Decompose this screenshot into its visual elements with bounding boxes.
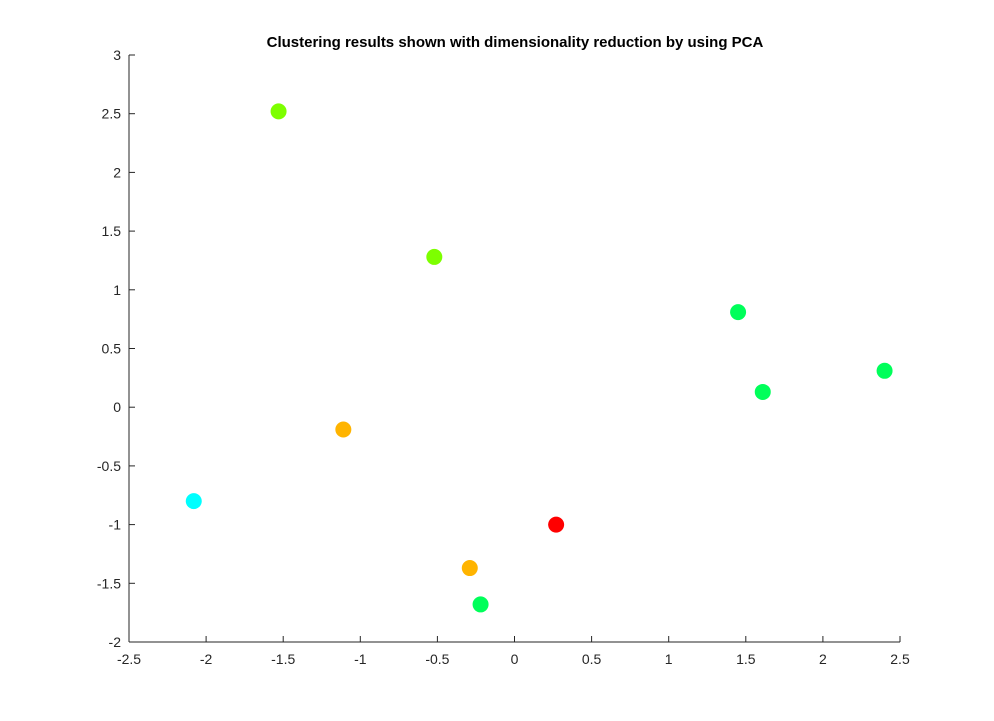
data-point <box>754 383 771 400</box>
data-point <box>270 103 287 120</box>
data-point <box>876 362 893 379</box>
y-tick-label: -2 <box>109 634 122 650</box>
y-tick-label: 0 <box>113 399 121 415</box>
data-point <box>335 421 352 438</box>
axes <box>128 55 900 643</box>
x-tick-label: 2 <box>819 651 827 667</box>
x-tick-label: -0.5 <box>425 651 449 667</box>
data-point <box>472 596 489 613</box>
y-tick-label: -1.5 <box>97 575 121 591</box>
data-point <box>185 493 202 510</box>
x-tick-label: -2 <box>200 651 213 667</box>
y-tick-label: -0.5 <box>97 458 121 474</box>
y-tick-label: 1 <box>113 282 121 298</box>
x-tick-label: 0.5 <box>582 651 602 667</box>
y-tick-label: 0.5 <box>102 341 122 357</box>
data-points <box>185 103 893 613</box>
data-point <box>461 560 478 577</box>
x-tick-label: 1.5 <box>736 651 756 667</box>
x-tick-label: -1 <box>354 651 367 667</box>
y-tick-label: -1 <box>109 517 122 533</box>
y-ticks: -2 -1.5 -1 -0.5 0 0.5 1 1.5 2 2.5 3 <box>97 47 135 650</box>
x-tick-label: -2.5 <box>117 651 141 667</box>
x-tick-label: -1.5 <box>271 651 295 667</box>
x-tick-label: 1 <box>665 651 673 667</box>
y-tick-label: 1.5 <box>102 223 122 239</box>
x-tick-label: 0 <box>511 651 519 667</box>
y-tick-label: 3 <box>113 47 121 63</box>
data-point <box>730 304 747 321</box>
data-point <box>426 248 443 265</box>
data-point <box>548 516 565 533</box>
chart-title: Clustering results shown with dimensiona… <box>267 34 764 51</box>
y-tick-label: 2 <box>113 164 121 180</box>
x-tick-label: 2.5 <box>890 651 910 667</box>
x-ticks: -2.5 -2 -1.5 -1 -0.5 0 0.5 1 1.5 2 2.5 <box>117 636 910 667</box>
y-tick-label: 2.5 <box>102 106 122 122</box>
